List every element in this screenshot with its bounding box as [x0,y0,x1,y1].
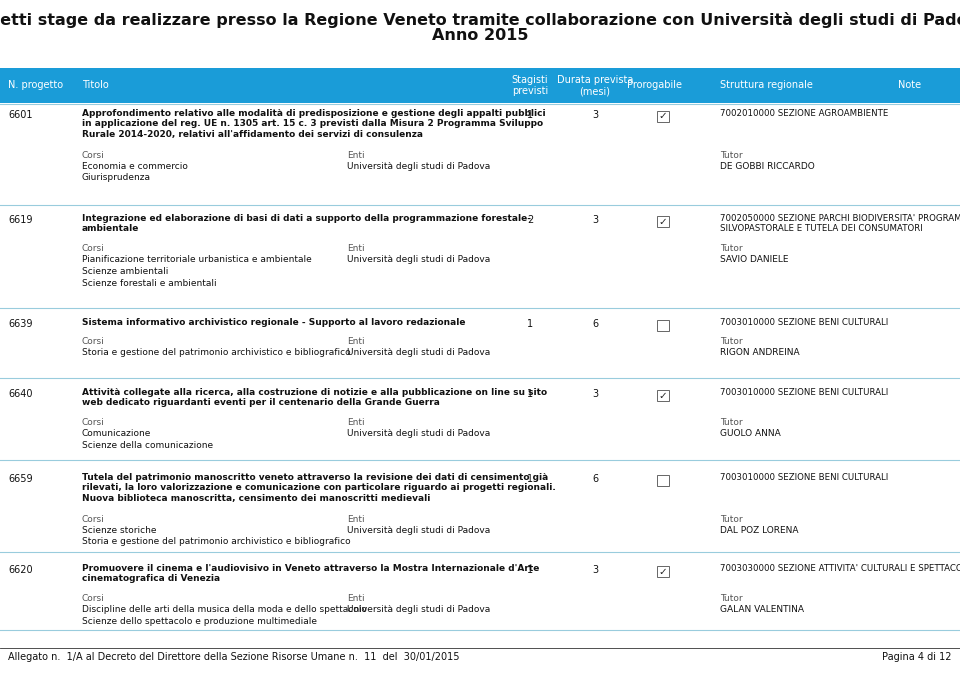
Text: ✓: ✓ [659,390,667,400]
Text: Enti: Enti [347,244,365,253]
Text: Corsi: Corsi [82,418,105,427]
Text: ✓: ✓ [659,567,667,577]
Text: Pianificazione territoriale urbanistica e ambientale: Pianificazione territoriale urbanistica … [82,256,312,264]
Text: 6620: 6620 [8,565,33,575]
Text: 6601: 6601 [8,110,33,120]
Text: Anno 2015: Anno 2015 [432,28,528,43]
Text: ✓: ✓ [659,217,667,227]
Text: Tutela del patrimonio manoscritto veneto attraverso la revisione dei dati di cen: Tutela del patrimonio manoscritto veneto… [82,473,556,503]
Text: Stagisti
previsti: Stagisti previsti [512,75,548,96]
Text: 6639: 6639 [8,319,33,329]
Text: 1: 1 [527,110,533,120]
Text: Enti: Enti [347,336,365,345]
Text: 1: 1 [527,389,533,399]
Text: Enti: Enti [347,514,365,524]
Text: Prorogabile: Prorogabile [628,81,683,90]
Text: 1: 1 [527,474,533,484]
Text: Discipline delle arti della musica della moda e dello spettacolo: Discipline delle arti della musica della… [82,606,367,614]
Text: 1: 1 [527,565,533,575]
Text: 6619: 6619 [8,215,33,225]
Text: Struttura regionale: Struttura regionale [720,81,813,90]
Bar [657,390,669,400]
Text: Università degli studi di Padova: Università degli studi di Padova [347,256,491,264]
Bar [657,565,669,577]
Text: Giurisprudenza: Giurisprudenza [82,174,151,182]
Text: Storia e gestione del patrimonio archivistico e bibliografico: Storia e gestione del patrimonio archivi… [82,538,350,546]
Text: 3: 3 [592,110,598,120]
Text: 7003010000 SEZIONE BENI CULTURALI: 7003010000 SEZIONE BENI CULTURALI [720,388,888,397]
Bar [657,320,669,330]
Text: Titolo: Titolo [82,81,108,90]
Text: Scienze dello spettacolo e produzione multimediale: Scienze dello spettacolo e produzione mu… [82,617,317,626]
Text: 7003010000 SEZIONE BENI CULTURALI: 7003010000 SEZIONE BENI CULTURALI [720,318,888,327]
Text: Tutor: Tutor [720,244,743,253]
Text: Università degli studi di Padova: Università degli studi di Padova [347,606,491,614]
Bar [657,215,669,227]
Bar [657,110,669,122]
Text: Storia e gestione del patrimonio archivistico e bibliografico: Storia e gestione del patrimonio archivi… [82,348,350,357]
Text: Integrazione ed elaborazione di basi di dati a supporto della programmazione for: Integrazione ed elaborazione di basi di … [82,214,531,234]
Text: RIGON ANDREINA: RIGON ANDREINA [720,348,800,357]
Bar [657,474,669,485]
Text: Progetti stage da realizzare presso la Regione Veneto tramite collaborazione con: Progetti stage da realizzare presso la R… [0,12,960,28]
Text: Enti: Enti [347,418,365,427]
Text: Corsi: Corsi [82,151,105,160]
Text: 7002010000 SEZIONE AGROAMBIENTE: 7002010000 SEZIONE AGROAMBIENTE [720,109,888,118]
Text: Note: Note [899,81,922,90]
Text: DE GOBBI RICCARDO: DE GOBBI RICCARDO [720,162,815,171]
Text: 3: 3 [592,215,598,225]
Text: Promuovere il cinema e l'audiovisivo in Veneto attraverso la Mostra Internaziona: Promuovere il cinema e l'audiovisivo in … [82,564,540,583]
Text: Economia e commercio: Economia e commercio [82,162,188,171]
Text: GUOLO ANNA: GUOLO ANNA [720,429,780,439]
Text: Scienze ambientali: Scienze ambientali [82,267,168,276]
Text: Allegato n.  1/A al Decreto del Direttore della Sezione Risorse Umane n.  11  de: Allegato n. 1/A al Decreto del Direttore… [8,652,460,662]
Text: Attività collegate alla ricerca, alla costruzione di notizie e alla pubblicazion: Attività collegate alla ricerca, alla co… [82,388,547,407]
Text: N. progetto: N. progetto [8,81,63,90]
Text: Corsi: Corsi [82,594,105,603]
Text: ✓: ✓ [659,112,667,122]
Text: SAVIO DANIELE: SAVIO DANIELE [720,256,788,264]
Text: Università degli studi di Padova: Università degli studi di Padova [347,348,491,357]
Text: Enti: Enti [347,151,365,160]
Text: GALAN VALENTINA: GALAN VALENTINA [720,606,804,614]
Text: Comunicazione: Comunicazione [82,429,152,439]
Text: Corsi: Corsi [82,336,105,345]
Text: Tutor: Tutor [720,514,743,524]
Text: Corsi: Corsi [82,514,105,524]
Text: Scienze storiche: Scienze storiche [82,526,156,535]
Text: Sistema informativo archivistico regionale - Supporto al lavoro redazionale: Sistema informativo archivistico regiona… [82,318,466,327]
Text: Tutor: Tutor [720,594,743,603]
Text: 7003030000 SEZIONE ATTIVITA' CULTURALI E SPETTACOLO: 7003030000 SEZIONE ATTIVITA' CULTURALI E… [720,564,960,573]
Text: Scienze forestali e ambientali: Scienze forestali e ambientali [82,279,217,287]
Text: 2: 2 [527,215,533,225]
Text: Durata prevista
(mesi): Durata prevista (mesi) [557,75,634,96]
Text: Tutor: Tutor [720,418,743,427]
Text: 7003010000 SEZIONE BENI CULTURALI: 7003010000 SEZIONE BENI CULTURALI [720,473,888,482]
Text: Approfondimento relativo alle modalità di predisposizione e gestione degli appal: Approfondimento relativo alle modalità d… [82,109,545,139]
Text: Università degli studi di Padova: Università degli studi di Padova [347,526,491,535]
Text: Tutor: Tutor [720,336,743,345]
Text: 1: 1 [527,319,533,329]
Bar [0,68,960,103]
Text: 6659: 6659 [8,474,33,484]
Text: Università degli studi di Padova: Università degli studi di Padova [347,429,491,439]
Text: Tutor: Tutor [720,151,743,160]
Text: Università degli studi di Padova: Università degli studi di Padova [347,162,491,171]
Text: Pagina 4 di 12: Pagina 4 di 12 [882,652,952,662]
Text: 7002050000 SEZIONE PARCHI BIODIVERSITA' PROGRAMMAZIONE
SILVOPASTORALE E TUTELA D: 7002050000 SEZIONE PARCHI BIODIVERSITA' … [720,214,960,234]
Text: 3: 3 [592,389,598,399]
Text: 6640: 6640 [8,389,33,399]
Text: Corsi: Corsi [82,244,105,253]
Text: 3: 3 [592,565,598,575]
Text: 6: 6 [592,319,598,329]
Text: Scienze della comunicazione: Scienze della comunicazione [82,441,213,450]
Text: 6: 6 [592,474,598,484]
Text: Enti: Enti [347,594,365,603]
Text: DAL POZ LORENA: DAL POZ LORENA [720,526,799,535]
